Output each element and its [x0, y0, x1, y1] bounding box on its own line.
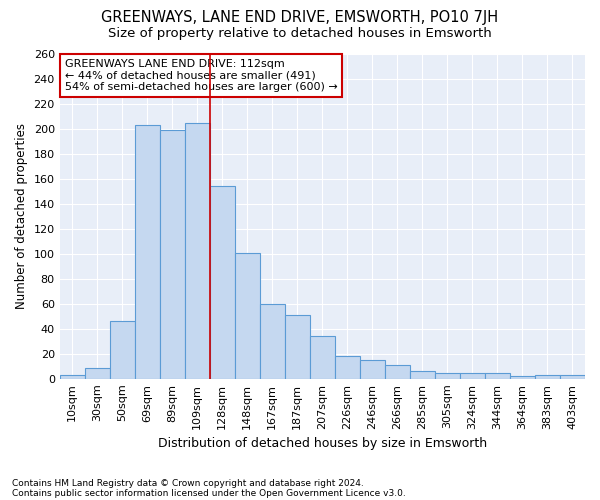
Bar [260, 304, 285, 379]
Bar [435, 372, 460, 379]
Bar [510, 376, 535, 379]
Y-axis label: Number of detached properties: Number of detached properties [15, 124, 28, 310]
Bar [410, 372, 435, 379]
Bar [310, 336, 335, 379]
Bar [385, 365, 410, 379]
Bar [135, 125, 160, 379]
Bar [335, 356, 360, 379]
Bar [360, 360, 385, 379]
Bar [485, 372, 510, 379]
Bar [85, 368, 110, 379]
X-axis label: Distribution of detached houses by size in Emsworth: Distribution of detached houses by size … [158, 437, 487, 450]
Text: Contains HM Land Registry data © Crown copyright and database right 2024.: Contains HM Land Registry data © Crown c… [12, 478, 364, 488]
Bar [110, 322, 135, 379]
Text: Size of property relative to detached houses in Emsworth: Size of property relative to detached ho… [108, 28, 492, 40]
Bar [185, 122, 210, 379]
Bar [285, 315, 310, 379]
Bar [160, 130, 185, 379]
Bar [535, 375, 560, 379]
Bar [560, 375, 585, 379]
Text: GREENWAYS LANE END DRIVE: 112sqm
← 44% of detached houses are smaller (491)
54% : GREENWAYS LANE END DRIVE: 112sqm ← 44% o… [65, 59, 338, 92]
Bar [460, 372, 485, 379]
Text: GREENWAYS, LANE END DRIVE, EMSWORTH, PO10 7JH: GREENWAYS, LANE END DRIVE, EMSWORTH, PO1… [101, 10, 499, 25]
Bar [210, 186, 235, 379]
Bar [235, 252, 260, 379]
Bar [59, 375, 85, 379]
Text: Contains public sector information licensed under the Open Government Licence v3: Contains public sector information licen… [12, 488, 406, 498]
